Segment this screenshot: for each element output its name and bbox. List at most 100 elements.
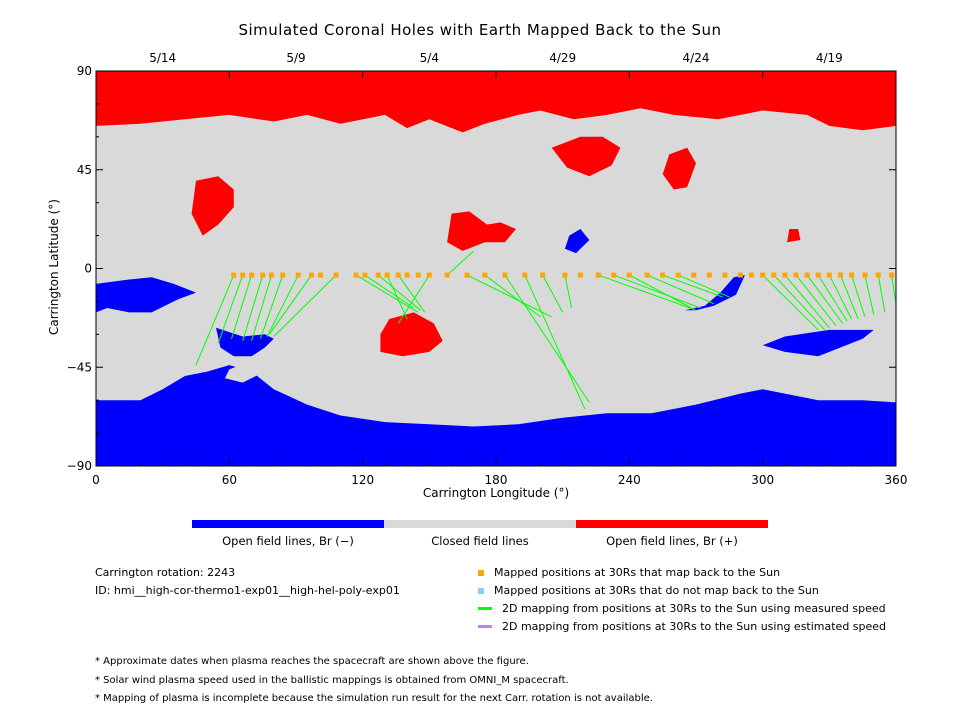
date-tick-label-3: 4/29: [549, 51, 576, 65]
mapped-position-27: [611, 272, 617, 278]
closed-island-0: [796, 356, 848, 383]
negative-open-region-4: [684, 275, 745, 311]
mapping-line-16: [466, 274, 552, 318]
mapped-position-6: [295, 272, 301, 278]
purple-line-icon: [478, 625, 492, 628]
mapping-line-9: [355, 274, 419, 313]
key-row-estimated: 2D mapping from positions at 30Rs to the…: [478, 620, 886, 633]
mapped-position-41: [804, 272, 810, 278]
mapping-line-23: [613, 274, 701, 309]
mapped-position-11: [362, 272, 368, 278]
mapped-position-43: [826, 272, 832, 278]
mapping-line-8: [273, 274, 337, 337]
mapped-position-39: [782, 272, 788, 278]
positive-open-region-11: [380, 312, 443, 357]
mapped-position-19: [464, 272, 470, 278]
mapping-line-18: [504, 274, 590, 403]
mapping-line-10: [364, 274, 415, 309]
mapping-line-21: [564, 274, 573, 309]
mapping-line-24: [629, 274, 692, 309]
mapped-position-2: [249, 272, 255, 278]
colorbar-label-closed: Closed field lines: [431, 534, 529, 548]
mapped-position-35: [737, 272, 743, 278]
mapped-position-16: [415, 272, 421, 278]
mapped-position-42: [815, 272, 821, 278]
mapped-position-37: [760, 272, 766, 278]
key-label-measured: 2D mapping from positions at 30Rs to the…: [502, 602, 886, 615]
mapped-position-34: [722, 272, 728, 278]
note-dates: * Approximate dates when plasma reaches …: [95, 656, 529, 667]
mapped-position-38: [771, 272, 777, 278]
date-tick-label-2: 5/4: [420, 51, 439, 65]
x-tick-label-6: 360: [885, 473, 908, 487]
mapping-line-11: [377, 274, 421, 311]
light-blue-square-icon: [478, 587, 484, 594]
x-axis-label: Carrington Longitude (°): [422, 486, 570, 500]
mapping-line-26: [662, 274, 723, 298]
mapped-position-32: [691, 272, 697, 278]
mapping-line-28: [762, 274, 819, 331]
mapped-position-24: [562, 272, 568, 278]
mapped-position-21: [502, 272, 508, 278]
mapped-position-29: [644, 272, 650, 278]
mapping-line-5: [259, 274, 284, 339]
mapped-position-47: [875, 272, 881, 278]
mapping-line-12: [386, 274, 408, 320]
negative-open-region-5: [216, 327, 274, 357]
mapped-position-4: [269, 272, 275, 278]
mapping-line-39: [891, 275, 897, 304]
mapped-position-23: [540, 272, 546, 278]
negative-open-region-6: [564, 229, 590, 254]
mapped-position-13: [384, 272, 390, 278]
mapping-line-30: [784, 274, 830, 329]
positive-open-region-0: [96, 71, 896, 133]
colorbar-segment-closed: [384, 520, 576, 528]
mapping-line-34: [828, 274, 853, 320]
date-tick-label-4: 4/24: [683, 51, 710, 65]
mapped-position-33: [706, 272, 712, 278]
positive-open-region-8: [551, 136, 621, 177]
mapping-line-29: [773, 274, 826, 331]
simulation-id: ID: hmi__high-cor-thermo1-exp01__high-he…: [95, 584, 400, 597]
y-tick-label-0: −90: [67, 459, 92, 473]
mapped-position-25: [577, 272, 583, 278]
mapping-line-20: [542, 274, 564, 313]
mapping-line-35: [839, 274, 859, 320]
positive-open-region-7: [447, 211, 516, 251]
x-tick-label-4: 240: [618, 473, 641, 487]
mapped-position-22: [522, 272, 528, 278]
mapping-line-4: [251, 274, 273, 342]
key-row-mapped: Mapped positions at 30Rs that map back t…: [478, 566, 780, 579]
mapped-position-7: [309, 272, 315, 278]
colorbar-label-negative: Open field lines, Br (−): [222, 534, 354, 548]
orange-square-icon: [478, 569, 484, 576]
positive-open-region-12: [787, 229, 801, 243]
date-tick-label-1: 5/9: [286, 51, 305, 65]
key-label-mapped: Mapped positions at 30Rs that map back t…: [494, 566, 781, 579]
mapping-line-32: [806, 274, 844, 324]
mapped-position-14: [395, 272, 401, 278]
colorbar-label-positive: Open field lines, Br (+): [606, 534, 738, 548]
key-row-measured: 2D mapping from positions at 30Rs to the…: [478, 602, 886, 615]
mapping-line-17: [484, 274, 541, 318]
y-axis-label: Carrington Latitude (°): [47, 199, 61, 335]
mapped-position-12: [375, 272, 381, 278]
mapped-position-8: [317, 272, 323, 278]
negative-open-region-3: [96, 277, 196, 313]
positive-open-region-10: [191, 176, 234, 236]
mapping-line-27: [678, 274, 730, 298]
x-tick-label-0: 0: [92, 473, 100, 487]
y-tick-label-2: 0: [84, 262, 92, 276]
mapped-position-30: [660, 272, 666, 278]
mapping-line-36: [851, 274, 866, 317]
mapping-line-3: [242, 274, 264, 342]
y-tick-label-3: 45: [77, 163, 92, 177]
mapping-line-37: [864, 274, 875, 315]
mapping-line-7: [268, 274, 312, 335]
y-tick-label-4: 90: [77, 64, 92, 78]
date-tick-label-0: 5/14: [149, 51, 176, 65]
axes: 0 60 120 180 240 300 360 −90 −45 0 45 90 5/14 5/9 5/4 4…: [67, 51, 908, 487]
x-tick-label-5: 300: [751, 473, 774, 487]
mapped-position-48: [889, 272, 895, 278]
